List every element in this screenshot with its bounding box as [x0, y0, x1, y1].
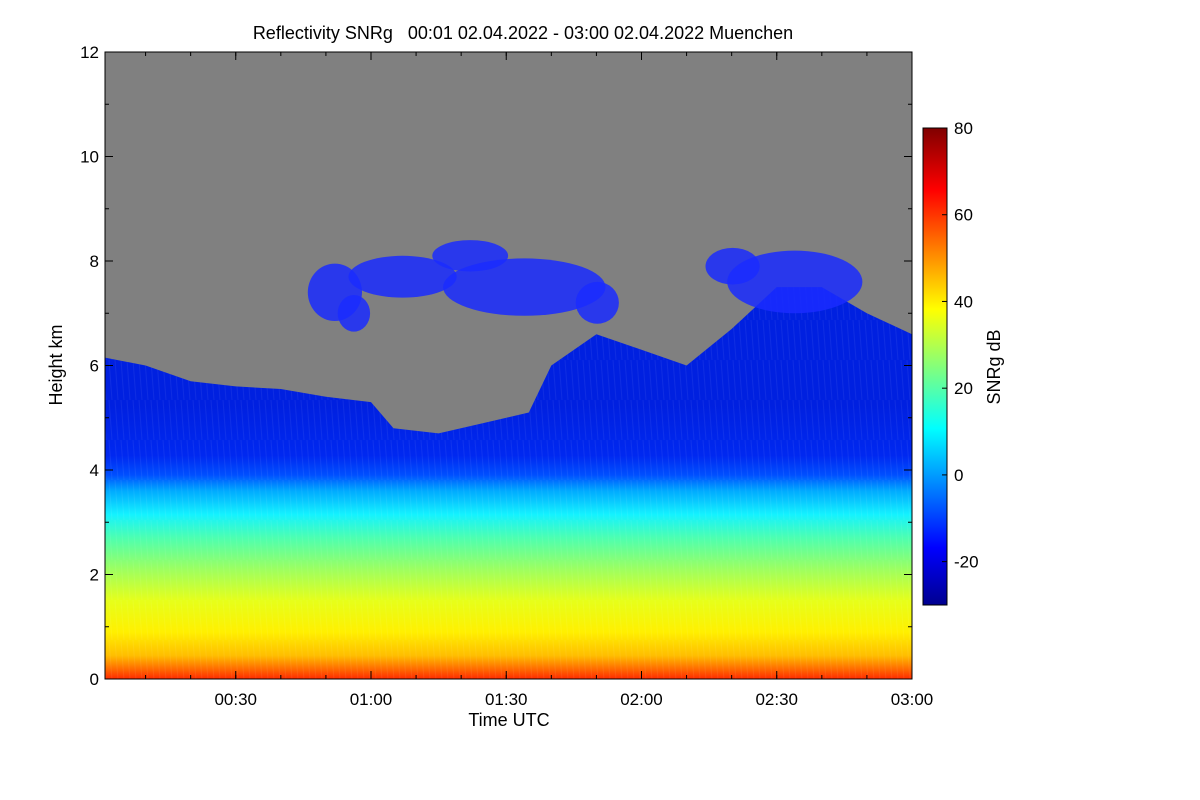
colorbar: -20 0 20 40 60 80 SNRg dB: [922, 119, 1004, 606]
chart-title: Reflectivity SNRg 00:01 02.04.2022 - 03:…: [253, 23, 793, 43]
echo-patch: [575, 281, 619, 324]
x-tick-label: 02:00: [620, 690, 663, 709]
colorbar-tick-label: 60: [954, 206, 973, 225]
x-axis-label: Time UTC: [468, 710, 549, 730]
y-tick-label: 6: [90, 357, 99, 376]
echo-patch: [443, 258, 606, 316]
y-tick-label: 12: [80, 43, 99, 62]
y-tick-label: 4: [90, 461, 99, 480]
x-tick-label: 01:00: [350, 690, 393, 709]
colorbar-tick-label: 20: [954, 379, 973, 398]
colorbar-tick-label: -20: [954, 553, 979, 572]
x-axis: 00:30 01:00 01:30 02:00 02:30 03:00: [145, 52, 934, 709]
x-tick-label: 03:00: [891, 690, 934, 709]
y-axis: 0 2 4 6 8 10 12: [80, 43, 912, 689]
y-axis-label: Height km: [46, 324, 66, 405]
echo-patch: [348, 255, 457, 298]
x-tick-label: 02:30: [755, 690, 798, 709]
x-tick-label: 00:30: [214, 690, 257, 709]
colorbar-tick-label: 40: [954, 292, 973, 311]
echo-patch: [337, 295, 371, 332]
y-tick-label: 2: [90, 566, 99, 585]
cloud-texture: [105, 287, 912, 679]
colorbar-tick-label: 0: [954, 466, 963, 485]
x-tick-label: 01:30: [485, 690, 528, 709]
y-tick-label: 8: [90, 252, 99, 271]
colorbar-tick-label: 80: [954, 119, 973, 138]
echo-patch: [727, 250, 863, 314]
y-tick-label: 0: [90, 670, 99, 689]
upper-echo-patches: [307, 240, 863, 332]
y-tick-label: 10: [80, 148, 99, 167]
colorbar-ticks: -20 0 20 40 60 80: [942, 119, 979, 572]
colorbar-label: SNRg dB: [984, 329, 1004, 404]
colorbar-gradient: [922, 127, 948, 606]
